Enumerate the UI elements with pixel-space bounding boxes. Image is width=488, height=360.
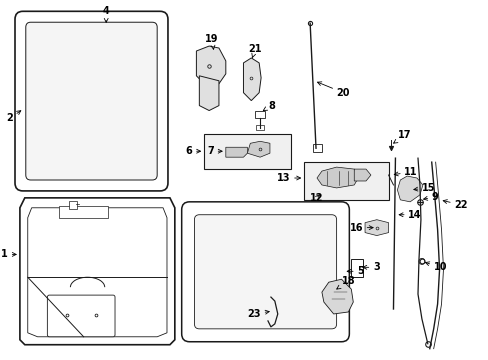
Text: 6: 6 — [185, 146, 200, 156]
Text: 18: 18 — [336, 276, 354, 289]
Polygon shape — [196, 46, 225, 86]
Polygon shape — [397, 176, 422, 202]
Text: 23: 23 — [247, 309, 269, 319]
Polygon shape — [199, 76, 219, 111]
Polygon shape — [321, 279, 352, 314]
Text: 13: 13 — [277, 173, 300, 183]
Bar — [204, 134, 290, 169]
Circle shape — [418, 258, 424, 264]
Text: 4: 4 — [102, 6, 109, 22]
Polygon shape — [247, 141, 269, 157]
Text: 3: 3 — [362, 262, 379, 272]
Text: 14: 14 — [398, 210, 421, 220]
Polygon shape — [365, 220, 388, 235]
Text: 16: 16 — [349, 222, 372, 233]
FancyBboxPatch shape — [194, 215, 336, 329]
FancyBboxPatch shape — [47, 295, 115, 337]
Bar — [59, 206, 108, 218]
Text: 2: 2 — [6, 111, 21, 123]
Text: 8: 8 — [263, 100, 274, 111]
Text: 19: 19 — [205, 34, 219, 49]
Polygon shape — [225, 147, 247, 157]
Text: 9: 9 — [423, 192, 438, 202]
Text: 10: 10 — [425, 262, 446, 272]
Text: 1: 1 — [1, 249, 16, 260]
Text: 11: 11 — [393, 167, 417, 177]
Text: 7: 7 — [207, 146, 222, 156]
FancyBboxPatch shape — [26, 22, 157, 180]
Text: 20: 20 — [317, 82, 349, 98]
Bar — [304, 162, 388, 200]
Text: 15: 15 — [413, 183, 434, 193]
Bar — [69, 201, 77, 209]
Polygon shape — [353, 169, 370, 181]
Polygon shape — [28, 208, 166, 337]
FancyBboxPatch shape — [182, 202, 348, 342]
Text: 17: 17 — [393, 130, 411, 143]
Text: 12: 12 — [309, 193, 323, 203]
FancyBboxPatch shape — [15, 11, 167, 191]
Bar — [256, 125, 264, 130]
Polygon shape — [316, 167, 357, 188]
Text: 22: 22 — [442, 200, 467, 210]
Bar — [255, 111, 264, 118]
Bar — [350, 260, 363, 277]
Text: 5: 5 — [346, 266, 363, 276]
Bar — [312, 144, 321, 152]
Polygon shape — [243, 58, 261, 100]
Text: 21: 21 — [248, 44, 262, 58]
Polygon shape — [20, 198, 175, 345]
